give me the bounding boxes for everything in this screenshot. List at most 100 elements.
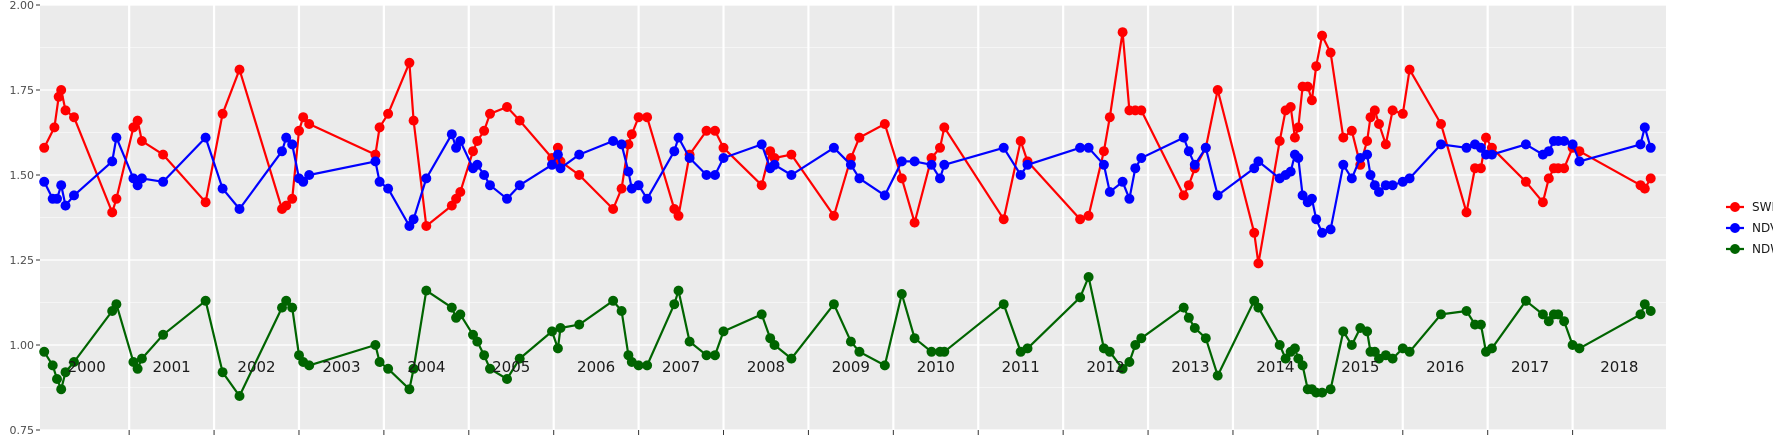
swir-point <box>49 122 60 133</box>
ndvi-point <box>234 204 245 214</box>
legend-label-ndvi: NDVI <box>1752 221 1773 235</box>
swir-point <box>383 108 394 119</box>
swir-point <box>1543 173 1554 184</box>
swir-point <box>502 102 512 112</box>
ndvi-point <box>455 136 466 146</box>
ndwi-point <box>446 302 457 313</box>
ndwi-point <box>158 329 169 340</box>
ndwi-point <box>1280 353 1291 364</box>
ndvi-point <box>1117 176 1128 187</box>
ndvi-point <box>756 139 767 150</box>
ndwi-point <box>1200 333 1211 344</box>
ndwi-point <box>1543 316 1554 327</box>
ndvi-point <box>926 159 937 170</box>
ndvi-point <box>52 193 62 204</box>
ndwi-point <box>1104 346 1115 357</box>
ndvi-point <box>710 170 720 180</box>
ndvi-point <box>1567 139 1578 150</box>
ndwi-point <box>756 309 767 320</box>
ndvi-point <box>383 183 394 194</box>
ndwi-point <box>1346 340 1357 350</box>
swir-point <box>1559 163 1570 174</box>
ndvi-point <box>718 153 729 163</box>
year-label: 2017 <box>1511 358 1549 376</box>
swir-point <box>1136 105 1147 116</box>
ndvi-point <box>1486 149 1497 160</box>
ndvi-point <box>281 132 292 143</box>
year-label: 2010 <box>917 358 955 376</box>
swir-point <box>1369 105 1380 116</box>
ndwi-point <box>1639 299 1650 310</box>
ndwi-point <box>217 367 228 378</box>
year-label: 2002 <box>237 358 275 376</box>
year-label: 2011 <box>1002 358 1040 376</box>
ndwi-point <box>1317 387 1328 398</box>
ndvi-point <box>1574 156 1585 167</box>
ndwi-point <box>633 360 644 371</box>
swir-point <box>710 125 720 136</box>
swir-point <box>39 142 50 153</box>
ndvi-point <box>552 149 563 160</box>
ndvi-point <box>1015 170 1026 180</box>
ndwi-point <box>1436 309 1446 320</box>
ndvi-point <box>935 173 945 184</box>
ndwi-point <box>710 350 720 361</box>
ndvi-point <box>1136 153 1147 163</box>
ndvi-point <box>879 190 890 201</box>
ndwi-point <box>673 285 684 296</box>
year-label: 2005 <box>492 358 530 376</box>
ndwi-point <box>502 374 512 384</box>
y-tick-label: 1.50 <box>10 169 35 182</box>
ndwi-point <box>1274 340 1285 350</box>
ndvi-point <box>1293 153 1304 163</box>
swir-point <box>896 173 907 184</box>
ndwi-point <box>642 360 653 371</box>
year-label: 2008 <box>747 358 785 376</box>
ndwi-point <box>52 374 62 384</box>
swir-point <box>1374 119 1384 129</box>
ndvi-point <box>485 180 495 191</box>
ndvi-point <box>845 159 856 170</box>
ndwi-point <box>1212 370 1223 381</box>
swir-point <box>421 221 432 231</box>
ndvi-point <box>1083 142 1094 153</box>
ndvi-point <box>1362 149 1373 160</box>
year-label: 2012 <box>1087 358 1125 376</box>
swir-point <box>939 122 950 133</box>
ndwi-point <box>998 299 1009 310</box>
ndwi-point <box>234 391 245 401</box>
swir-point <box>1302 81 1313 92</box>
ndwi-point <box>111 299 122 310</box>
ndwi-point <box>939 346 950 357</box>
ndvi-point <box>642 193 653 204</box>
ndvi-point <box>1338 159 1349 170</box>
swir-point <box>1325 47 1336 58</box>
ndwi-point <box>1022 343 1033 354</box>
swir-point <box>1338 132 1349 143</box>
ndwi-point <box>383 363 394 374</box>
ndvi-point <box>277 146 287 157</box>
ndvi-point <box>1189 159 1200 170</box>
ndvi-point <box>502 193 512 204</box>
ndvi-point <box>616 139 627 150</box>
swir-point <box>1306 95 1317 106</box>
ndwi-point <box>669 299 680 310</box>
swir-point <box>294 125 304 136</box>
ndwi-point <box>1404 346 1415 357</box>
grid-minor <box>40 47 1666 388</box>
swir-point <box>574 170 585 180</box>
year-label: 2013 <box>1171 358 1209 376</box>
ndvi-point <box>1183 146 1194 157</box>
swir-point <box>479 125 490 136</box>
ndwi-point <box>1325 384 1336 395</box>
ndvi-point <box>1520 139 1531 150</box>
ndwi-point <box>1362 326 1373 337</box>
swir-point <box>1289 132 1300 143</box>
ndwi-point <box>547 326 557 337</box>
ndwi-point <box>1559 316 1570 327</box>
swir-point <box>56 85 67 95</box>
swir-point <box>468 146 478 157</box>
ndvi-point <box>370 156 381 167</box>
ndvi-point <box>1317 227 1328 238</box>
